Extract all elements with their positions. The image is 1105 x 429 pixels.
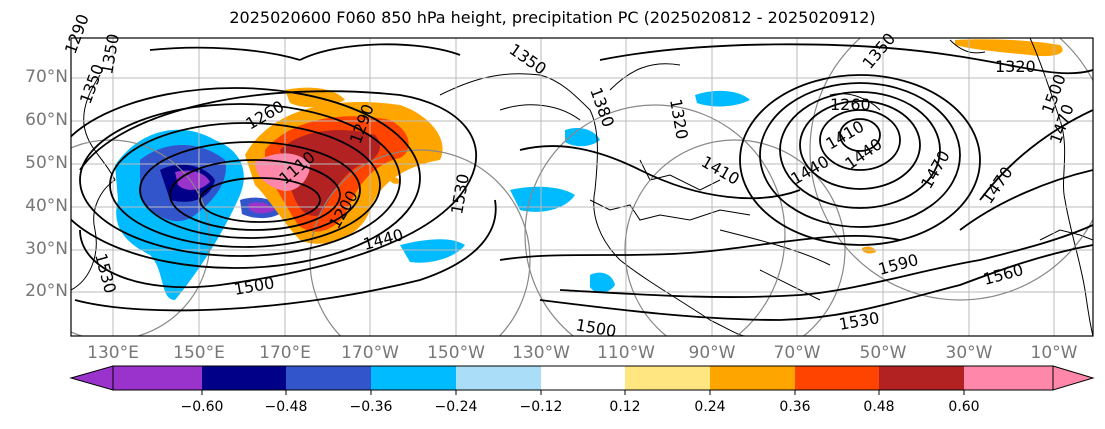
colorbar-extend-high <box>1052 365 1095 391</box>
coastlines <box>71 38 1093 336</box>
contour-label: 1260 <box>830 95 871 114</box>
colorbar-tick-label: −0.12 <box>519 399 563 415</box>
colorbar-tick-label: −0.48 <box>264 399 308 415</box>
contour-label: 1320 <box>995 57 1036 76</box>
longitude-label: 130°W <box>512 343 570 363</box>
longitude-label: 110°W <box>597 343 655 363</box>
longitude-label: 170°W <box>341 343 399 363</box>
colorbar-tick-label: −0.24 <box>434 399 478 415</box>
longitude-label: 70°W <box>773 343 821 363</box>
latitude-label: 60°N <box>25 110 68 130</box>
colorbar-tick-label: 0.12 <box>609 399 641 415</box>
colorbar-tick-label: −0.60 <box>180 399 224 415</box>
latitude-label: 20°N <box>25 281 68 301</box>
longitude-label: 50°W <box>859 343 907 363</box>
latitude-label: 30°N <box>25 239 68 259</box>
height-contours <box>71 43 1093 321</box>
latitude-label: 50°N <box>25 153 68 173</box>
colorbar-tick-label: 0.24 <box>694 399 726 415</box>
longitude-label: 30°W <box>945 343 993 363</box>
colorbar-tick-label: 0.60 <box>948 399 980 415</box>
latitude-label: 40°N <box>25 196 68 216</box>
longitude-label: 130°E <box>87 343 139 363</box>
colorbar-tick-label: 0.36 <box>779 399 811 415</box>
longitude-label: 170°E <box>259 343 311 363</box>
map-frame <box>70 37 1094 337</box>
longitude-label: 150°E <box>173 343 225 363</box>
longitude-label: 150°W <box>427 343 485 363</box>
map-title: 2025020600 F060 850 hPa height, precipit… <box>229 8 876 27</box>
colorbar-extend-low <box>69 365 114 391</box>
longitude-label: 90°W <box>688 343 736 363</box>
colorbar <box>69 365 1095 395</box>
colorbar-tick-label: −0.36 <box>349 399 393 415</box>
colorbar-tick-label: 0.48 <box>863 399 895 415</box>
latitude-label: 70°N <box>25 67 68 87</box>
longitude-label: 10°W <box>1030 343 1078 363</box>
